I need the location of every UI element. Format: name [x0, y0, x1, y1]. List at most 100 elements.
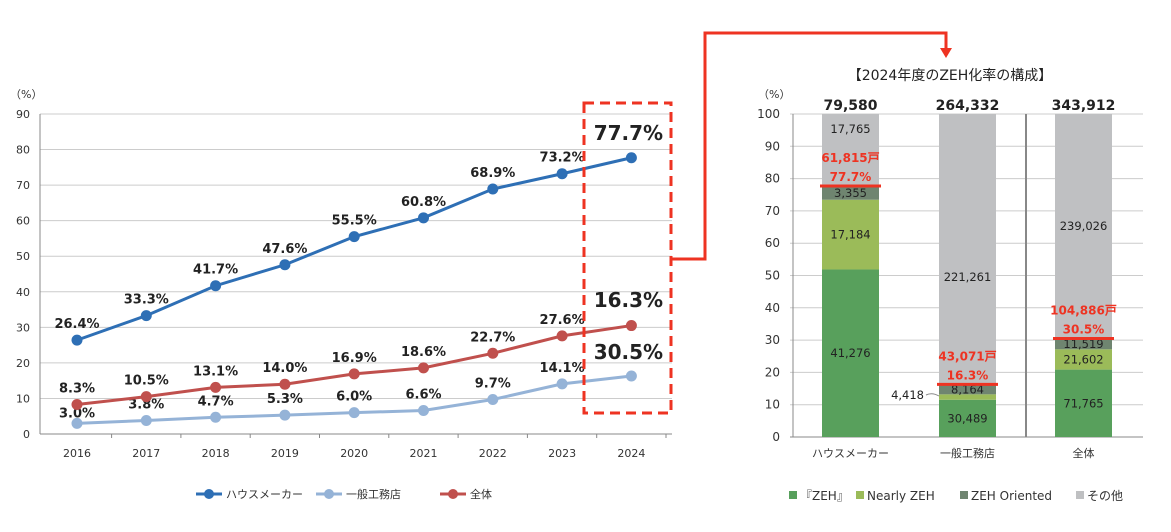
data-point [487, 183, 499, 195]
legend-swatch [1076, 491, 1084, 499]
data-label: 33.3% [124, 293, 169, 308]
segment-label: 21,602 [1063, 352, 1103, 366]
data-point [210, 411, 222, 423]
data-point [348, 407, 360, 419]
data-label: 5.3% [267, 392, 303, 407]
x-tick-label: 2018 [202, 447, 230, 460]
data-label: 60.8% [401, 195, 446, 210]
data-label: 6.6% [405, 388, 441, 403]
data-point [71, 334, 83, 346]
legend-label: Nearly ZEH [867, 489, 935, 503]
bar-segment-1 [939, 394, 996, 400]
data-point [487, 394, 499, 406]
x-tick-label: 2020 [340, 447, 368, 460]
segment-label: 17,184 [830, 228, 870, 242]
data-point [418, 362, 429, 374]
legend-label: その他 [1087, 489, 1123, 503]
y-tick-label: 80 [765, 172, 780, 186]
x-tick-label: ハウスメーカー [812, 447, 889, 460]
data-point [418, 212, 429, 224]
data-label: 47.6% [262, 242, 307, 257]
y-tick-label: 60 [16, 215, 30, 228]
segment-label: 41,276 [830, 346, 870, 360]
data-label: 41.7% [193, 263, 238, 278]
data-label: 6.0% [336, 390, 372, 405]
segment-label: 17,765 [830, 122, 870, 136]
data-label: 18.6% [401, 345, 446, 360]
chart-title: 【2024年度のZEH化率の構成】 [848, 67, 1053, 84]
bar-total-label: 79,580 [823, 98, 877, 114]
x-tick-label: 一般工務店 [940, 446, 995, 460]
bar-segment-2 [1055, 338, 1112, 350]
y-tick-label: 50 [765, 269, 780, 283]
legend-marker [448, 489, 458, 499]
x-tick-label: 2019 [271, 447, 299, 460]
data-point [71, 417, 83, 429]
legend-label: ZEH Oriented [971, 489, 1052, 503]
x-tick-label: 2017 [132, 447, 160, 460]
legend-swatch [789, 491, 797, 499]
data-label: 3.8% [128, 397, 164, 412]
leader-line [925, 393, 940, 397]
bar-segment-0 [1055, 369, 1112, 437]
legend-label: 『ZEH』 [800, 489, 849, 503]
data-point [140, 391, 152, 403]
segment-label: 3,355 [834, 186, 867, 200]
bar-segment-2 [822, 186, 879, 200]
data-point [348, 368, 360, 380]
arrowhead-icon [940, 48, 952, 58]
data-label: 9.7% [475, 377, 511, 392]
segment-label: 8,164 [951, 382, 984, 396]
y-tick-label: 20 [765, 365, 780, 379]
y-tick-label: 10 [765, 398, 780, 412]
data-point [487, 347, 499, 359]
data-point [279, 259, 291, 271]
data-label: 22.7% [470, 330, 515, 345]
x-tick-label: 2022 [479, 447, 507, 460]
data-label: 26.4% [54, 317, 99, 332]
data-label: 8.3% [59, 381, 95, 396]
zeh-rate-label: 16.3% [947, 368, 989, 382]
data-point [140, 414, 152, 426]
y-tick-label: 80 [16, 144, 30, 157]
data-label: 3.0% [59, 406, 95, 421]
segment-label: 239,026 [1060, 219, 1108, 233]
segment-label: 4,418 [891, 388, 924, 402]
bar-total-label: 264,332 [936, 98, 1000, 114]
y-axis-label: （%） [758, 88, 790, 101]
zeh-rate-label: 30.5% [1063, 322, 1105, 336]
y-tick-label: 100 [757, 107, 780, 121]
legend-swatch [960, 491, 968, 499]
bar-segment-3 [1055, 114, 1112, 339]
data-point [279, 409, 291, 421]
data-point [556, 168, 568, 180]
legend-swatch [856, 491, 864, 499]
x-tick-label: 2016 [63, 447, 91, 460]
segment-label: 30,489 [947, 411, 987, 425]
bar-segment-1 [822, 199, 879, 270]
data-label: 30.5% [594, 340, 663, 364]
y-tick-label: 10 [16, 392, 30, 405]
x-tick-label: 全体 [1073, 446, 1095, 460]
y-tick-label: 70 [765, 204, 780, 218]
y-tick-label: 30 [765, 333, 780, 347]
y-tick-label: 50 [16, 250, 30, 263]
y-tick-label: 30 [16, 321, 30, 334]
data-label: 16.3% [594, 288, 663, 312]
zeh-rate-label: 77.7% [830, 170, 872, 184]
data-label: 27.6% [540, 313, 585, 328]
legend-label: 全体 [470, 487, 492, 501]
y-tick-label: 90 [765, 139, 780, 153]
segment-label: 221,261 [944, 270, 992, 284]
data-point [71, 398, 83, 410]
data-point [625, 152, 637, 164]
legend-marker [204, 489, 214, 499]
bar-segment-1 [1055, 349, 1112, 370]
bar-segment-2 [939, 384, 996, 395]
data-label: 73.2% [540, 151, 585, 166]
y-axis-label: （%） [10, 88, 42, 101]
data-point [210, 381, 222, 393]
y-tick-label: 70 [16, 179, 30, 192]
zeh-total-label: 43,071戸 [938, 349, 996, 363]
